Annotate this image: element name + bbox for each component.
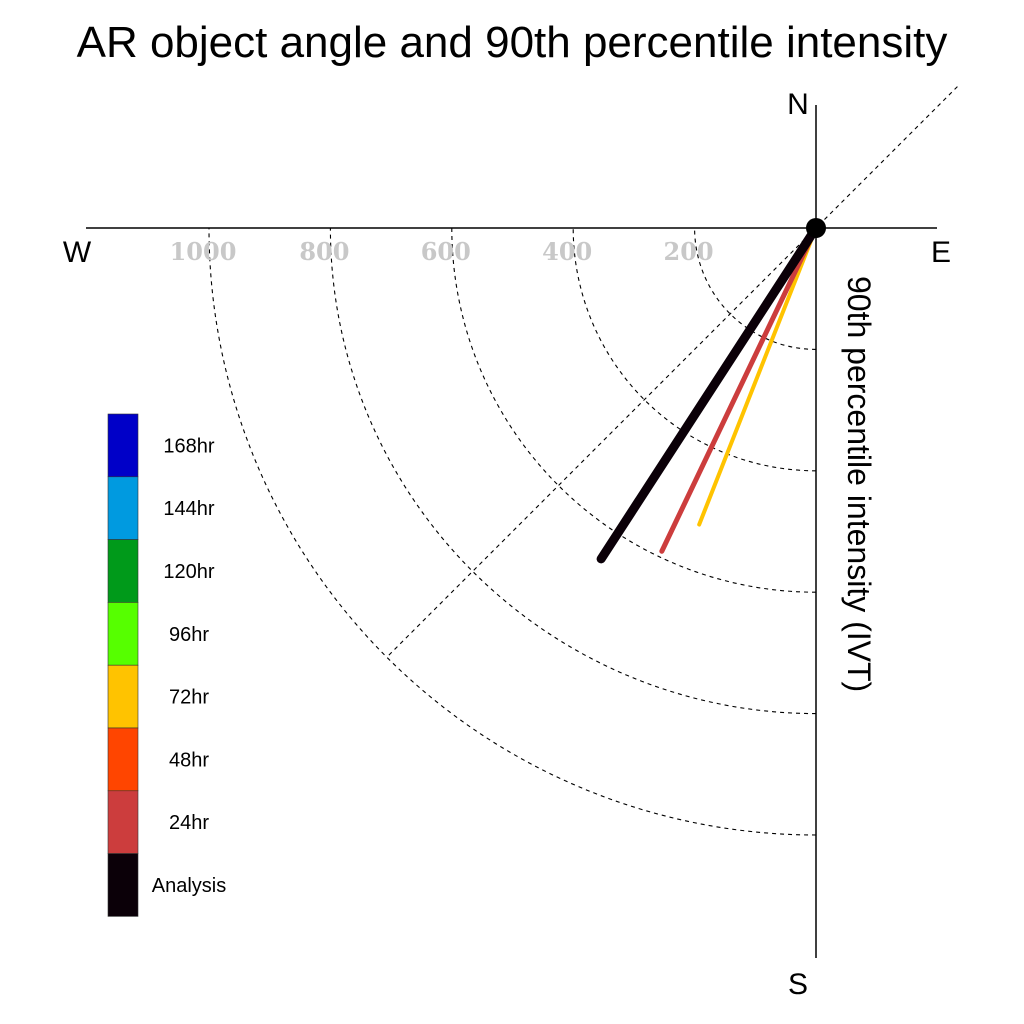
legend-swatch-analysis [107,853,139,917]
legend-label-96hr: 96hr [169,624,209,646]
range-ring-200 [694,227,817,350]
legend-swatch-48hr [107,727,139,792]
legend-swatch-96hr [107,602,139,666]
radial-tick-label-600: 600 [421,237,471,266]
compass-west-label: W [63,236,92,269]
radial-tick-label-400: 400 [542,237,592,266]
legend-label-analysis: Analysis [152,875,226,897]
series-line-72hr [697,226,818,527]
radial-tick-label-200: 200 [664,237,714,266]
legend-label-72hr: 72hr [169,687,209,709]
radial-tick-label-1000: 1000 [170,237,237,266]
legend-label-168hr: 168hr [163,435,214,457]
radial-tick-label-800: 800 [299,237,349,266]
chart-title: AR object angle and 90th percentile inte… [77,18,948,67]
compass-north-label: N [787,88,809,121]
legend-label-24hr: 24hr [169,812,209,834]
grid [208,86,958,836]
radial-tick-labels: 200 400 600 800 1000 [170,237,714,266]
compass-east-label: E [931,236,951,269]
legend-swatch-144hr [107,476,139,540]
series-line-24hr [659,225,819,554]
origin-marker [806,218,826,238]
legend-swatch-24hr [107,790,139,854]
compass-south-label: S [788,968,808,1001]
range-ring-1000 [208,227,817,836]
series-lines [596,223,821,564]
radial-axis-label: 90th percentile intensity (IVT) [841,276,877,692]
legend-label-48hr: 48hr [169,749,209,771]
legend-swatch-120hr [107,539,139,603]
legend-swatch-72hr [107,664,139,729]
legend: 168hr 144hr 120hr 96hr 72hr 48hr 24hr Analysis [107,413,226,917]
range-ring-800 [329,227,817,715]
series-line-analysis [596,223,821,564]
legend-label-120hr: 120hr [163,561,214,583]
diagonal-gridline [386,86,958,658]
legend-swatch-168hr [107,413,139,478]
legend-label-144hr: 144hr [163,498,214,520]
